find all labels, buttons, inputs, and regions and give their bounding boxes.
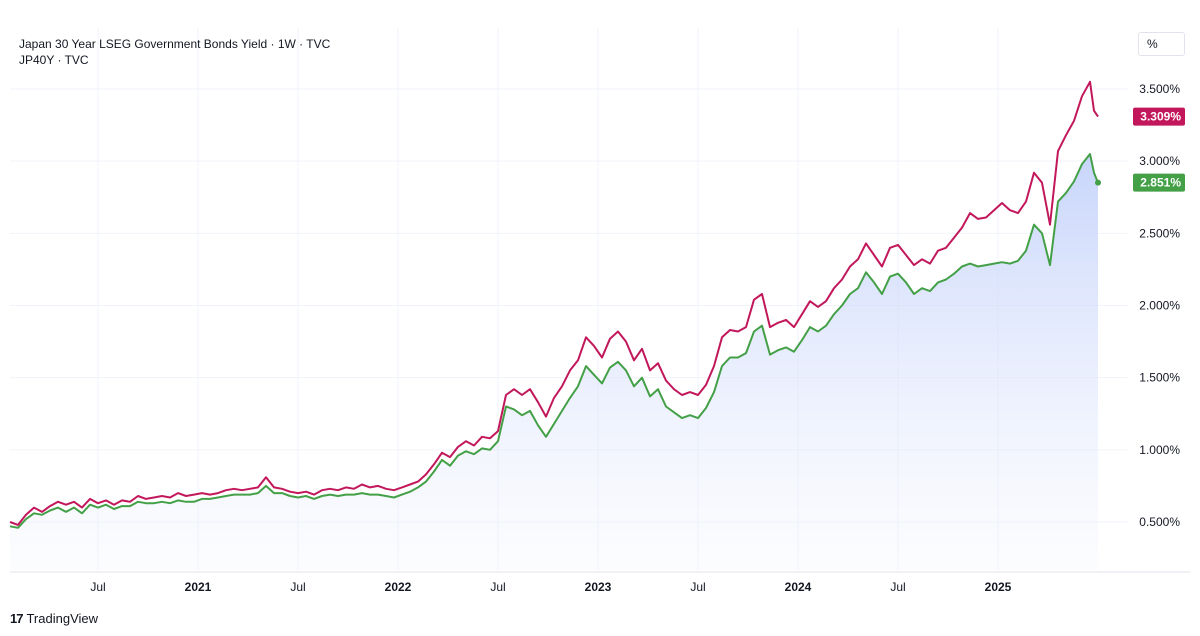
tradingview-logo-icon: 17 xyxy=(10,611,24,626)
x-tick-label: Jul xyxy=(90,580,105,594)
last-value-badges: 3.309% 2.851% xyxy=(1133,107,1185,192)
x-axis: Jul 2021 Jul 2022 Jul 2023 Jul 2024 Jul 2025 xyxy=(10,571,1190,594)
percent-scale-button[interactable]: % xyxy=(1138,32,1185,56)
y-tick-label: 0.500% xyxy=(1139,515,1180,529)
jp40-last-value-label: 2.851% xyxy=(1140,176,1181,190)
x-tick-label: Jul xyxy=(490,580,505,594)
y-tick-label: 3.500% xyxy=(1139,82,1180,96)
x-tick-label: 2021 xyxy=(185,580,212,594)
y-axis: 3.500% 3.000% 2.500% 2.000% 1.500% 1.000% 0.50… xyxy=(1127,28,1180,572)
brand-name: TradingView xyxy=(26,611,99,626)
x-tick-label: Jul xyxy=(690,580,705,594)
x-tick-label: Jul xyxy=(290,580,305,594)
jp30-last-value-label: 3.309% xyxy=(1140,110,1181,124)
y-tick-label: 1.000% xyxy=(1139,443,1180,457)
jp40-area xyxy=(10,154,1098,570)
brand[interactable]: 17 TradingView xyxy=(10,611,98,626)
series-lines xyxy=(9,80,1101,529)
x-tick-label: Jul xyxy=(890,580,905,594)
x-tick-label: 2025 xyxy=(985,580,1012,594)
y-tick-label: 2.500% xyxy=(1139,226,1180,240)
jp30-line[interactable] xyxy=(9,80,1099,526)
x-tick-label: 2024 xyxy=(785,580,812,594)
jp40-last-point xyxy=(1095,179,1101,186)
area-fill xyxy=(10,154,1098,570)
chart-legend: Japan 30 Year LSEG Government Bonds Yiel… xyxy=(19,36,330,68)
x-tick-label: 2023 xyxy=(585,580,612,594)
x-tick-label: 2022 xyxy=(385,580,412,594)
jp40-last-value-badge xyxy=(1133,173,1185,192)
y-tick-label: 2.000% xyxy=(1139,299,1180,313)
legend-compare-symbol: JP40Y · TVC xyxy=(19,53,89,67)
jp40-line[interactable] xyxy=(9,153,1099,529)
jp30-last-value-badge xyxy=(1133,107,1185,126)
y-tick-label: 3.000% xyxy=(1139,154,1180,168)
y-tick-label: 1.500% xyxy=(1139,371,1180,385)
legend-title: Japan 30 Year LSEG Government Bonds Yiel… xyxy=(19,37,331,51)
